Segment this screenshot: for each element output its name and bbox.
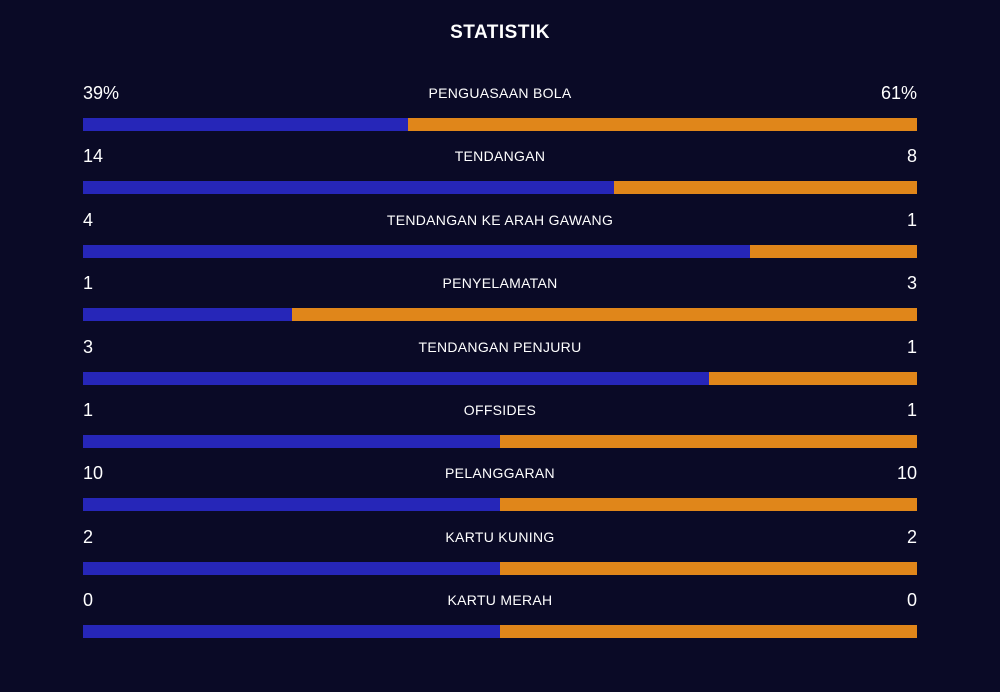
away-value: 61% (880, 83, 917, 103)
stat-label: OFFSIDES (463, 401, 537, 418)
home-bar-segment (83, 498, 500, 512)
away-value: 1 (906, 209, 917, 230)
home-bar-segment (83, 625, 500, 639)
away-bar-segment (613, 181, 917, 195)
home-bar-segment (83, 308, 292, 322)
home-value: 1 (83, 273, 94, 294)
stat-row: 10 PELANGGARAN 10 (83, 460, 917, 523)
stat-label: TENDANGAN KE ARAH GAWANG (386, 211, 614, 228)
home-value: 3 (83, 336, 94, 357)
home-bar-segment (83, 561, 500, 575)
stat-row: 1 PENYELAMATAN 3 (83, 270, 917, 333)
home-value: 4 (83, 209, 94, 230)
away-bar-segment (750, 244, 917, 258)
comparison-bar (83, 308, 917, 322)
home-bar-segment (83, 181, 614, 195)
home-value: 0 (83, 590, 94, 611)
away-bar-segment (500, 498, 917, 512)
away-bar-segment (500, 434, 917, 448)
away-value: 1 (906, 399, 917, 420)
home-bar-segment (83, 371, 709, 385)
away-value: 1 (906, 336, 917, 357)
comparison-bar (83, 244, 917, 258)
home-value: 1 (83, 399, 94, 420)
stat-row: 14 TENDANGAN 8 (83, 143, 917, 206)
home-value: 2 (83, 526, 94, 547)
stat-label: KARTU KUNING (445, 528, 555, 545)
home-bar-segment (83, 244, 751, 258)
stat-row: 39% PENGUASAAN BOLA 61% (83, 80, 917, 143)
stat-row: 0 KARTU MERAH 0 (83, 587, 917, 650)
away-bar-segment (291, 308, 917, 322)
comparison-bar (83, 181, 917, 195)
comparison-bar (83, 118, 917, 131)
away-bar-segment (708, 371, 917, 385)
away-value: 2 (906, 526, 917, 547)
stat-row: 1 OFFSIDES 1 (83, 397, 917, 460)
home-value: 14 (83, 146, 104, 167)
page-title: STATISTIK (450, 22, 550, 43)
away-value: 3 (906, 273, 917, 294)
stats-list: 39% PENGUASAAN BOLA 61% 14 TENDANGAN 8 4 TENDAN… (83, 80, 917, 651)
stat-label: TENDANGAN (454, 148, 546, 165)
comparison-bar (83, 561, 917, 575)
away-value: 8 (906, 146, 917, 167)
stat-label: PENYELAMATAN (442, 275, 558, 292)
stat-row: 3 TENDANGAN PENJURU 1 (83, 334, 917, 397)
away-value: 0 (906, 590, 917, 611)
stat-label: PELANGGARAN (445, 465, 555, 482)
home-value: 39% (83, 83, 120, 103)
home-bar-segment (83, 118, 409, 131)
stat-label: KARTU MERAH (447, 592, 553, 609)
away-value: 10 (896, 463, 917, 484)
comparison-bar (83, 498, 917, 512)
stat-label: PENGUASAAN BOLA (428, 85, 572, 101)
away-bar-segment (408, 118, 917, 131)
comparison-bar (83, 625, 917, 639)
stat-row: 2 KARTU KUNING 2 (83, 524, 917, 587)
away-bar-segment (500, 561, 917, 575)
comparison-bar (83, 434, 917, 448)
stat-row: 4 TENDANGAN KE ARAH GAWANG 1 (83, 207, 917, 270)
away-bar-segment (500, 625, 917, 639)
comparison-bar (83, 371, 917, 385)
stat-label: TENDANGAN PENJURU (418, 338, 582, 355)
home-bar-segment (83, 434, 500, 448)
home-value: 10 (83, 463, 104, 484)
